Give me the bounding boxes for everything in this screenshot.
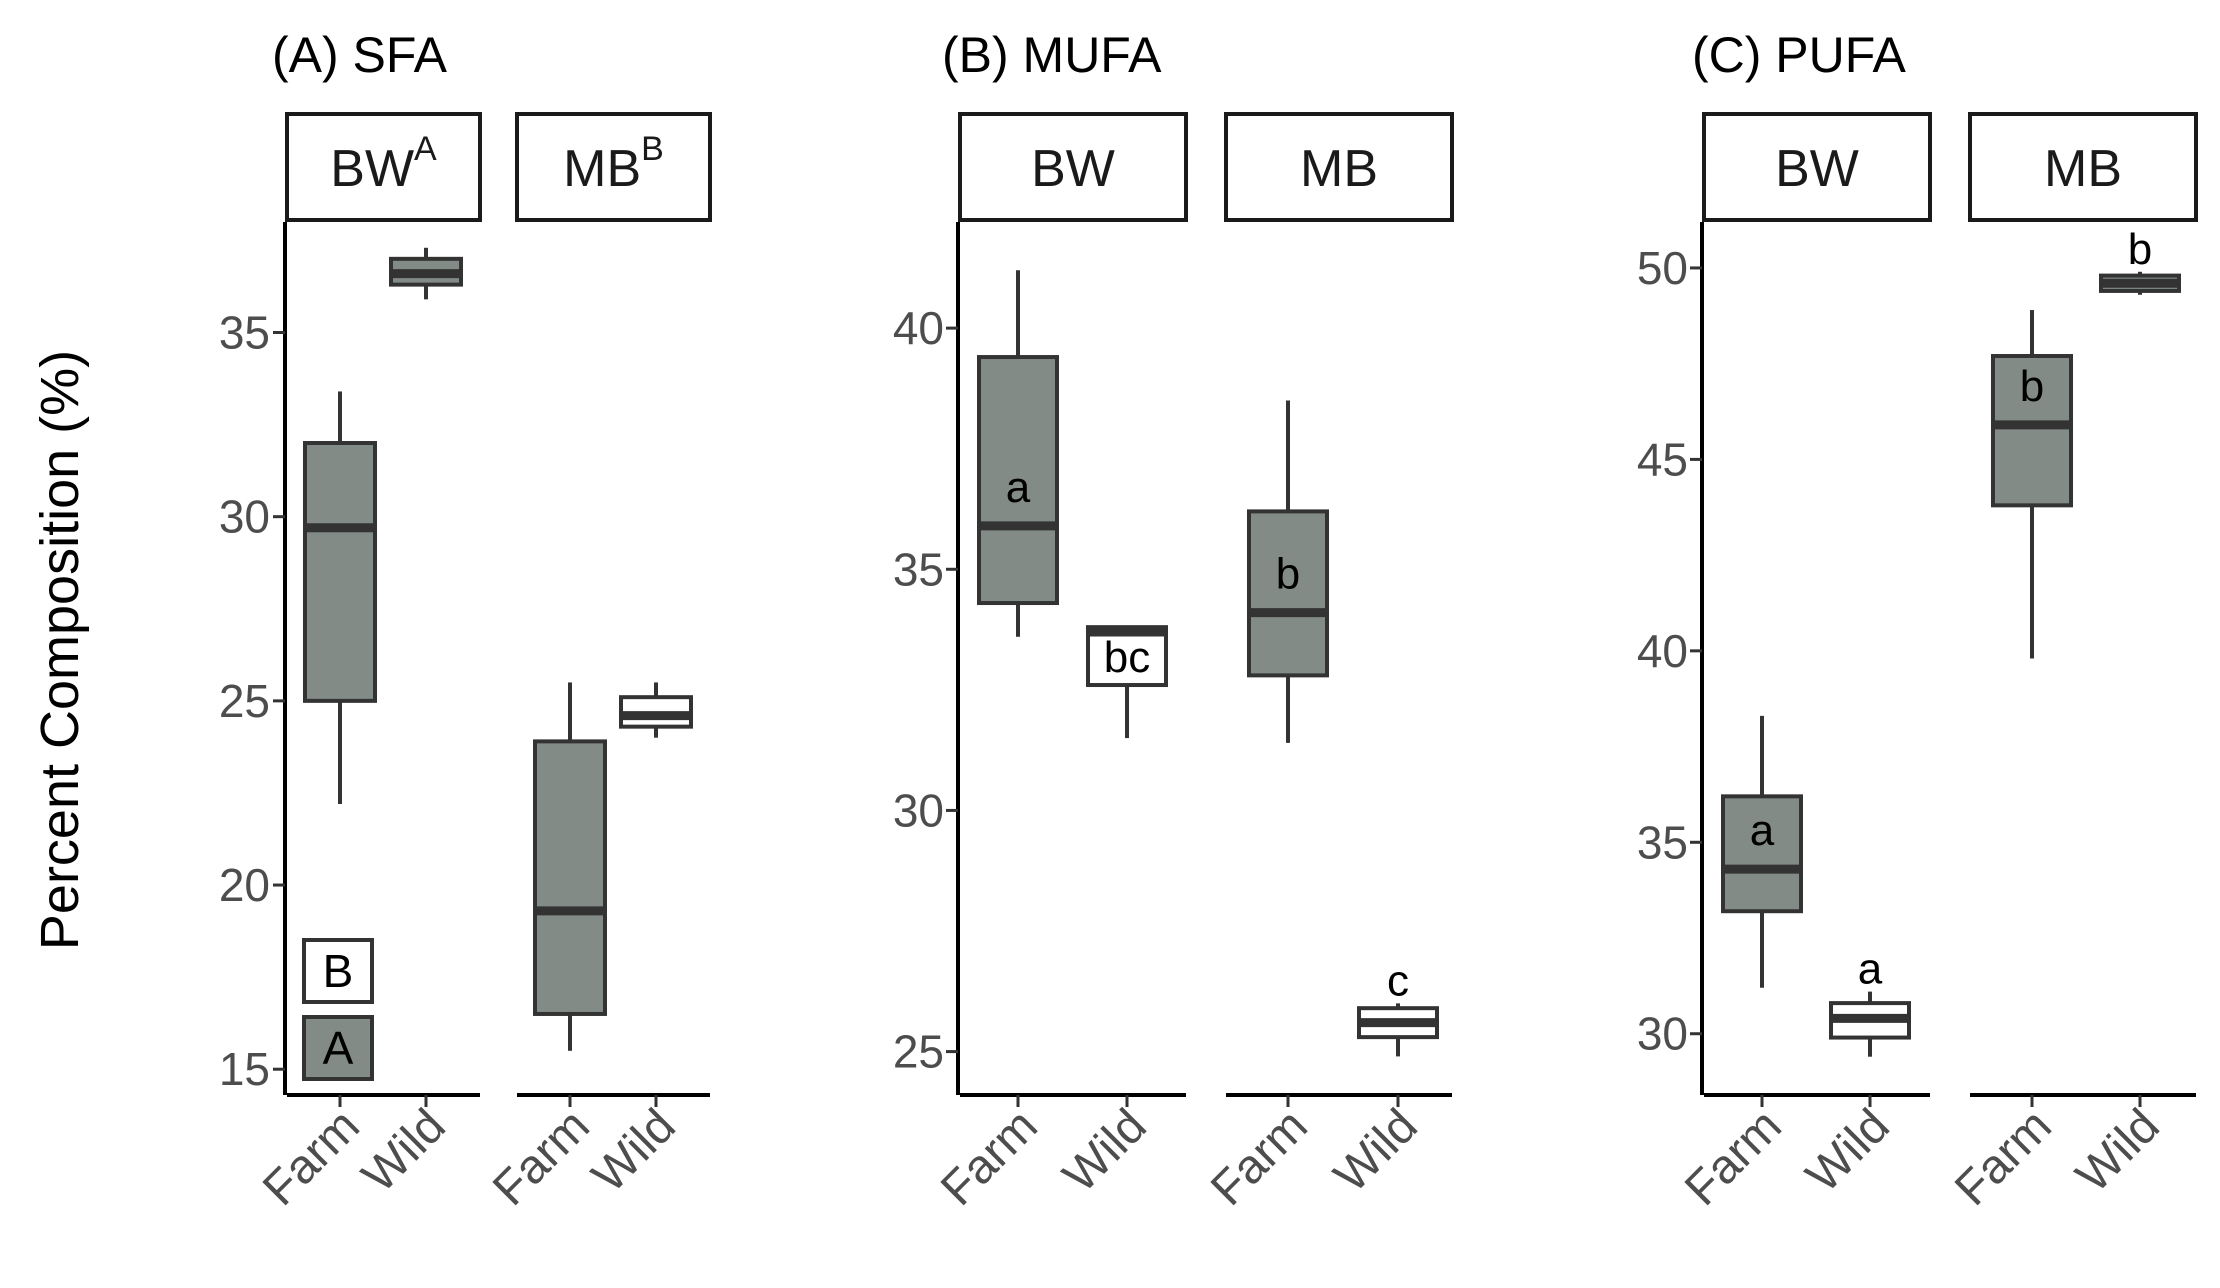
y-axis-label: Percent Composition (%): [30, 350, 90, 950]
facet-strip-superscript: B: [641, 130, 664, 168]
y-tick-label: 40: [893, 302, 944, 354]
facet-strip-label: MB: [1300, 140, 1378, 198]
facet-strip: [1224, 112, 1454, 222]
chart-title: (A) SFA: [272, 27, 448, 83]
box-significance-label: bc: [1104, 633, 1150, 682]
y-tick-label: 15: [219, 1043, 270, 1095]
facet-strip: [1702, 112, 1932, 222]
facet-strip: [958, 112, 1188, 222]
facet-strip-superscript: A: [414, 130, 437, 168]
facet-strip: [285, 112, 482, 222]
legend-key: [302, 938, 374, 1004]
chart-title: (B) MUFA: [942, 27, 1162, 83]
y-tick-label: 50: [1637, 242, 1688, 294]
y-tick-label: 25: [219, 675, 270, 727]
y-tick-label: 35: [219, 307, 270, 359]
y-tick-label: 30: [1637, 1008, 1688, 1060]
box: [303, 441, 377, 703]
box-significance-label: a: [1858, 945, 1883, 994]
y-tick-label: 25: [893, 1026, 944, 1078]
box: [977, 355, 1059, 606]
facet-strip: [515, 112, 712, 222]
chart-1: (A) SFA1520253035BWAFarmWildMBBFarmWildB…: [219, 27, 712, 1216]
chart-title: (C) PUFA: [1692, 27, 1907, 83]
legend-label: A: [323, 1022, 354, 1074]
box: [1721, 794, 1803, 914]
box-significance-label: b: [2128, 225, 2152, 274]
box: [1991, 354, 2073, 508]
legend-key: [302, 1015, 374, 1081]
y-tick-label: 35: [1637, 816, 1688, 868]
box: [533, 739, 607, 1016]
facet-strip-label: BW: [1775, 140, 1859, 198]
facet-strip-label: MB: [2044, 140, 2122, 198]
y-tick-label: 30: [893, 784, 944, 836]
box: [1086, 625, 1168, 688]
facet-strip-label: BW: [1031, 140, 1115, 198]
box-significance-label: c: [1387, 956, 1409, 1005]
y-tick-label: 45: [1637, 433, 1688, 485]
box-significance-label: a: [1006, 463, 1031, 512]
box-significance-label: b: [2020, 362, 2044, 411]
y-tick-label: 35: [893, 543, 944, 595]
box-significance-label: a: [1750, 806, 1775, 855]
legend-label: B: [323, 945, 354, 997]
box-significance-label: b: [1276, 550, 1300, 599]
y-tick-label: 20: [219, 859, 270, 911]
facet-strip-label: BWA: [330, 130, 437, 198]
y-tick-label: 40: [1637, 625, 1688, 677]
y-tick-label: 30: [219, 491, 270, 543]
box: [1247, 509, 1329, 678]
facet-strip: [1968, 112, 2198, 222]
